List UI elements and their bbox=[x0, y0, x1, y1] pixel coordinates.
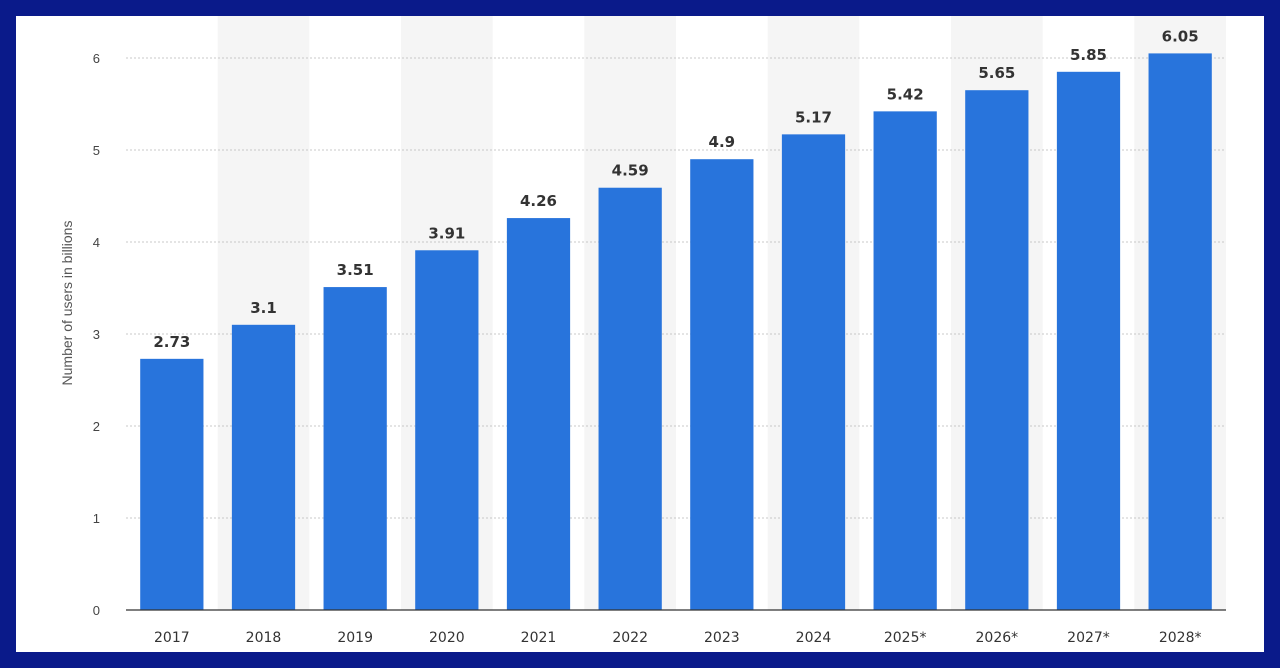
y-tick-label: 1 bbox=[93, 511, 100, 526]
value-label: 5.42 bbox=[887, 85, 924, 103]
x-tick-label: 2024 bbox=[796, 630, 832, 646]
bar bbox=[1056, 71, 1121, 611]
x-tick-label: 2027* bbox=[1067, 630, 1110, 646]
x-tick-label: 2017 bbox=[154, 630, 190, 646]
y-axis-ticks: 0 1 2 3 4 5 6 bbox=[93, 51, 100, 618]
x-tick-label: 2026* bbox=[976, 630, 1019, 646]
value-label: 6.05 bbox=[1162, 27, 1199, 45]
bar-chart: 0 1 2 3 4 5 6 2.73 3.1 3.51 3.91 4.26 4.59 4.9 5.17 5.… bbox=[59, 16, 1226, 646]
bars bbox=[140, 53, 1212, 611]
y-tick-label: 0 bbox=[93, 603, 100, 618]
value-label: 3.91 bbox=[428, 224, 465, 242]
gridlines bbox=[126, 57, 1226, 519]
bar bbox=[140, 358, 204, 610]
value-label: 4.9 bbox=[709, 133, 736, 151]
value-labels: 2.73 3.1 3.51 3.91 4.26 4.59 4.9 5.17 5.42 5.65 5.… bbox=[153, 27, 1198, 350]
x-tick-label: 2021 bbox=[521, 630, 557, 646]
value-label: 5.65 bbox=[978, 64, 1015, 82]
value-label: 3.51 bbox=[337, 261, 374, 279]
bar bbox=[781, 134, 846, 611]
x-tick-label: 2018 bbox=[246, 630, 282, 646]
value-label: 4.59 bbox=[612, 162, 649, 180]
bar bbox=[598, 187, 662, 610]
bar bbox=[1148, 53, 1212, 610]
bar bbox=[965, 90, 1029, 610]
value-label: 5.85 bbox=[1070, 46, 1107, 64]
x-tick-label: 2020 bbox=[429, 630, 465, 646]
y-tick-label: 3 bbox=[93, 327, 100, 342]
x-tick-label: 2022 bbox=[612, 630, 648, 646]
y-tick-label: 2 bbox=[93, 419, 100, 434]
bar bbox=[873, 111, 937, 611]
value-label: 3.1 bbox=[250, 299, 277, 317]
y-tick-label: 5 bbox=[93, 143, 100, 158]
x-axis-labels: 2017 2018 2019 2020 2021 2022 2023 2024 2025* 202… bbox=[154, 630, 1201, 646]
x-tick-label: 2025* bbox=[884, 630, 927, 646]
bar bbox=[415, 250, 479, 610]
bar bbox=[690, 159, 754, 610]
value-label: 2.73 bbox=[153, 333, 190, 351]
bar bbox=[506, 218, 571, 610]
value-label: 4.26 bbox=[520, 192, 557, 210]
y-axis-title: Number of users in billions bbox=[59, 221, 75, 386]
chart-frame: 0 1 2 3 4 5 6 2.73 3.1 3.51 3.91 4.26 4.59 4.9 5.17 5.… bbox=[16, 16, 1264, 652]
value-label: 5.17 bbox=[795, 108, 832, 126]
y-tick-label: 6 bbox=[93, 51, 100, 66]
x-tick-label: 2028* bbox=[1159, 630, 1202, 646]
bar bbox=[231, 324, 296, 610]
bar bbox=[323, 287, 387, 610]
x-tick-label: 2019 bbox=[337, 630, 373, 646]
y-tick-label: 4 bbox=[93, 235, 100, 250]
x-tick-label: 2023 bbox=[704, 630, 740, 646]
